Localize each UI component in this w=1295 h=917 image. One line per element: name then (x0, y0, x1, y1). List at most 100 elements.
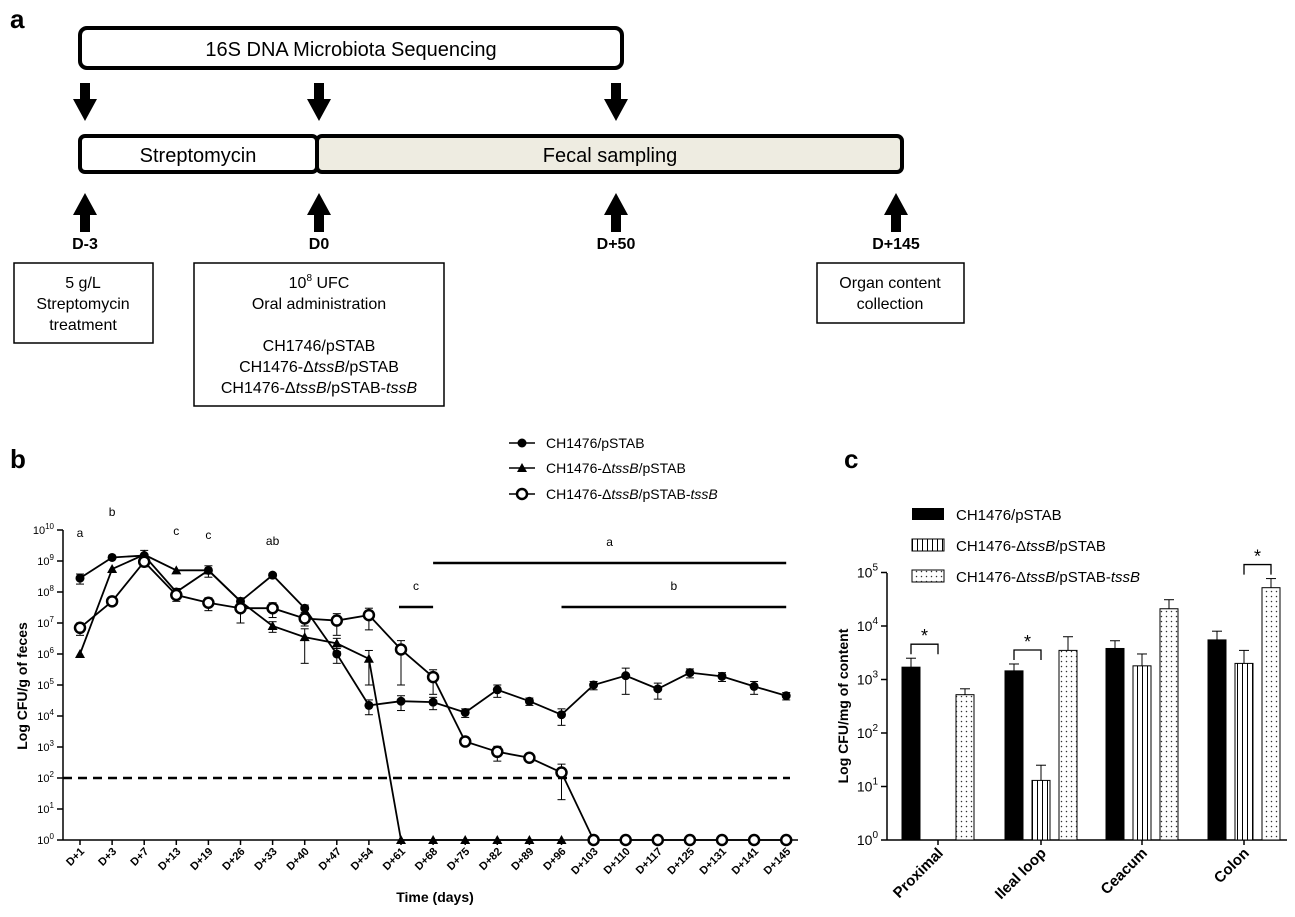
x-tick-label: Colon (1211, 845, 1253, 887)
sequencing-bar (78, 26, 624, 70)
strain-text: CH1746/pSTAB (263, 338, 376, 355)
legend-item: CH1476-ΔtssB/pSTAB-tssB (911, 569, 1140, 586)
data-point (202, 596, 215, 610)
x-tick-label: D+125 (665, 846, 697, 878)
y-tick-label: 102 (37, 770, 54, 785)
box-text: 5 g/L (65, 275, 101, 292)
timepoint-up-arrows (73, 193, 908, 232)
series (75, 549, 791, 726)
up-arrow-icon (73, 193, 97, 232)
bar (1031, 779, 1051, 841)
significance-bracket (910, 643, 939, 655)
legend-swatch (911, 569, 945, 583)
legend-b: CH1476/pSTAB CH1476-ΔtssB/pSTAB CH1476-Δ… (509, 435, 718, 502)
data-point (653, 684, 663, 694)
bar (1159, 608, 1179, 841)
bar (1132, 665, 1152, 841)
legend-label: CH1476/pSTAB (956, 507, 1062, 524)
data-point (362, 608, 376, 622)
data-point (683, 833, 697, 847)
significance-bracket (1013, 649, 1042, 660)
legend-label: CH1476-ΔtssB/pSTAB (956, 538, 1106, 555)
significance-letter: c (173, 524, 179, 538)
up-arrow-icon (884, 193, 908, 232)
data-point (428, 697, 438, 707)
bar (1004, 670, 1024, 841)
y-tick-label: 100 (37, 832, 54, 847)
legend-label: CH1476-ΔtssB/pSTAB (546, 460, 686, 476)
panel-b-label: b (10, 444, 26, 474)
y-tick-label: 1010 (33, 522, 55, 537)
significance-star: * (1024, 632, 1031, 652)
strain-text: CH1476-ΔtssB/pSTAB-tssB (221, 380, 418, 397)
legend-swatch (911, 538, 945, 552)
route-text: Oral administration (252, 296, 386, 313)
x-tick-label: D+3 (96, 846, 119, 869)
timepoint-label: D-3 (72, 236, 98, 253)
x-axis-label-b: Time (days) (396, 889, 474, 905)
data-point (749, 681, 759, 691)
data-point (75, 649, 85, 658)
legend-item: CH1476-ΔtssB/pSTAB (911, 538, 1106, 555)
legend-swatch (912, 508, 944, 520)
up-arrow-icon (604, 193, 628, 232)
x-tick-label: D+89 (509, 846, 536, 873)
significance-letter: b (109, 505, 116, 519)
strain-text: CH1476-ΔtssB/pSTAB (239, 359, 399, 376)
data-point (781, 691, 791, 701)
data-point (171, 565, 182, 575)
significance-letter: a (606, 535, 613, 549)
panel-b: b CH1476/pSTAB CH1476-ΔtssB/pSTAB CH1476… (10, 435, 798, 905)
down-arrow-icon (307, 83, 331, 121)
x-tick-label: D+141 (730, 846, 762, 878)
significance-star: * (921, 626, 928, 646)
x-tick-label: D+1 (64, 846, 87, 869)
data-point (396, 696, 406, 706)
data-point (268, 570, 278, 580)
legend-item: CH1476/pSTAB (509, 435, 645, 451)
legend-item: CH1476/pSTAB (912, 507, 1062, 524)
oral-administration-box: 108 UFC Oral administration CH1746/pSTAB… (193, 262, 445, 407)
y-tick-label: 102 (857, 723, 879, 741)
x-tick-label: D+117 (634, 846, 665, 877)
x-tick-label: D+145 (762, 846, 794, 878)
data-point (589, 680, 599, 690)
timepoint-label: D+145 (872, 236, 920, 253)
x-tick-label: Ileal loop (992, 845, 1050, 903)
x-tick-label: D+82 (477, 846, 504, 873)
y-tick-label: 105 (37, 677, 54, 692)
legend-label: CH1476-ΔtssB/pSTAB-tssB (956, 569, 1140, 586)
legend-marker (515, 487, 529, 501)
data-point (619, 833, 632, 847)
y-tick-label: 104 (857, 616, 879, 634)
data-point (557, 710, 566, 720)
bar (1261, 587, 1281, 841)
data-point (587, 833, 600, 847)
y-tick-label: 101 (857, 777, 879, 795)
organ-collection-box: Organ content collection (816, 262, 965, 324)
fecal-sampling-label: Fecal sampling (543, 145, 678, 167)
data-point (396, 835, 406, 844)
data-point (364, 700, 374, 710)
data-point (491, 745, 504, 759)
data-point (394, 643, 408, 656)
data-point (460, 707, 470, 717)
legend-item: CH1476-ΔtssB/pSTAB-tssB (509, 486, 718, 502)
data-point (715, 833, 729, 847)
data-point (524, 835, 535, 844)
data-point (137, 555, 151, 568)
significance-letter: c (205, 528, 211, 542)
data-point (492, 835, 503, 844)
significance-letter: b (671, 579, 678, 593)
bar (1234, 662, 1254, 841)
data-point (234, 601, 247, 615)
data-point (651, 833, 665, 847)
data-point (621, 671, 631, 681)
series (75, 549, 567, 844)
series-line (79, 553, 562, 841)
panel-c: c CH1476/pSTAB CH1476-ΔtssB/pSTAB CH1476… (835, 444, 1287, 903)
series (73, 555, 793, 847)
data-point (492, 685, 502, 695)
x-tick-label: D+19 (188, 846, 215, 873)
